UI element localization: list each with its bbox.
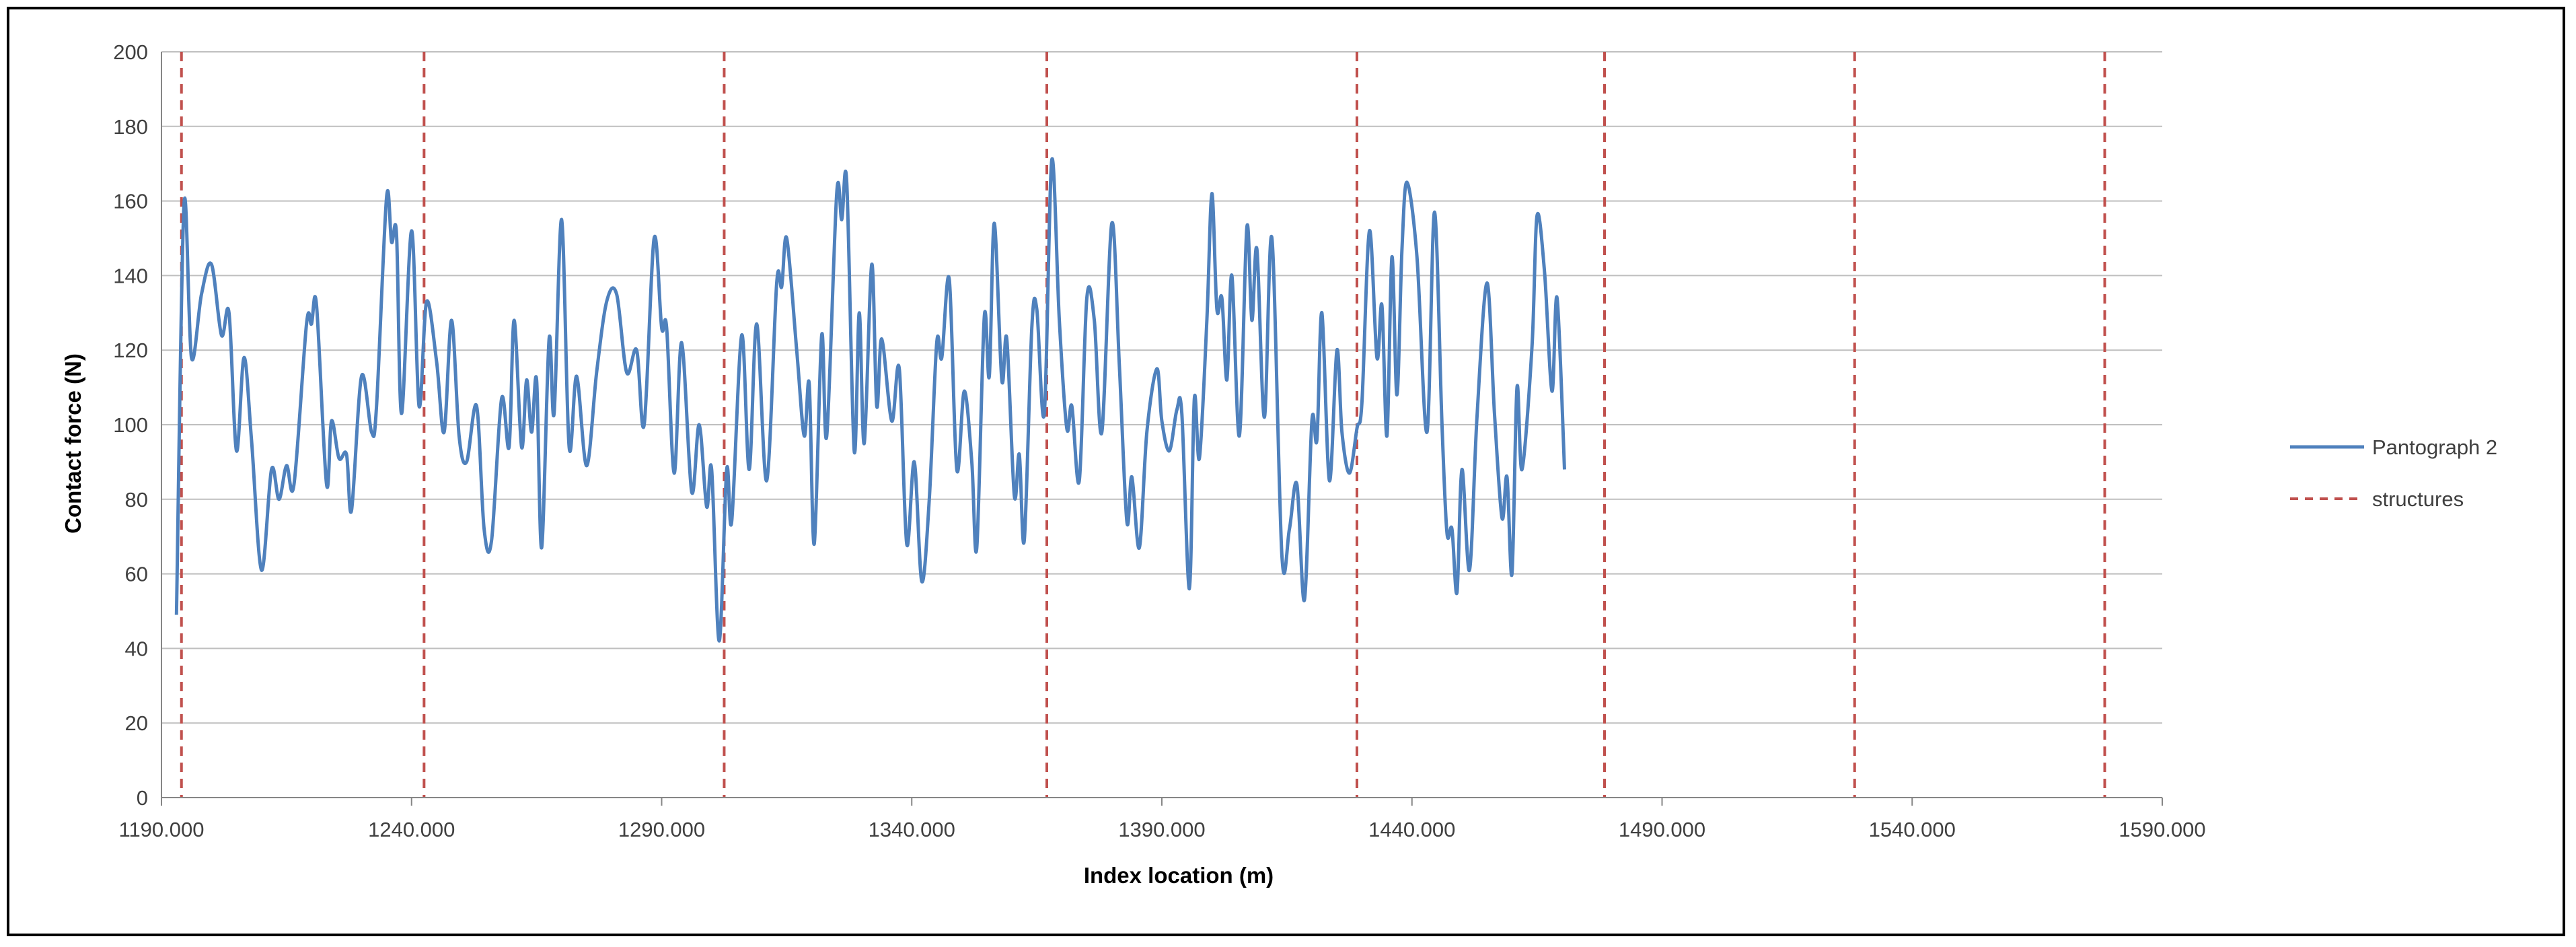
y-tick-label: 120 xyxy=(113,339,148,362)
y-tick-label: 100 xyxy=(113,413,148,437)
chart-frame: 0 20 40 60 80 100 120 140 160 180 200 1190.000 1240… xyxy=(7,7,2565,936)
x-tick-label: 1440.000 xyxy=(1368,818,1455,841)
x-axis-tick-labels: 1190.000 1240.000 1290.000 1340.000 1390.000… xyxy=(119,818,2206,841)
pantograph-series xyxy=(174,157,1566,643)
y-tick-label: 160 xyxy=(113,190,148,213)
x-tick-label: 1590.000 xyxy=(2119,818,2205,841)
x-tick-label: 1290.000 xyxy=(618,818,705,841)
legend-label-structures: structures xyxy=(2372,487,2464,511)
axes xyxy=(161,52,2163,806)
x-tick-label: 1490.000 xyxy=(1619,818,1705,841)
y-tick-label: 180 xyxy=(113,115,148,139)
legend-label-pantograph-2: Pantograph 2 xyxy=(2372,435,2497,459)
x-tick-label: 1390.000 xyxy=(1118,818,1205,841)
y-axis-tick-labels: 0 20 40 60 80 100 120 140 160 180 200 xyxy=(113,40,148,810)
y-tick-label: 200 xyxy=(113,40,148,64)
y-tick-label: 140 xyxy=(113,264,148,287)
y-tick-label: 40 xyxy=(125,637,148,660)
y-tick-label: 60 xyxy=(125,563,148,586)
pantograph-2-line xyxy=(174,157,1566,643)
x-tick-label: 1190.000 xyxy=(119,818,205,841)
gridlines xyxy=(161,51,2162,724)
contact-force-chart: 0 20 40 60 80 100 120 140 160 180 200 1190.000 1240… xyxy=(61,40,2497,888)
legend: Pantograph 2 structures xyxy=(2290,435,2497,511)
x-tick-label: 1340.000 xyxy=(869,818,955,841)
x-tick-label: 1540.000 xyxy=(1869,818,1956,841)
y-tick-label: 20 xyxy=(125,711,148,735)
x-axis-title: Index location (m) xyxy=(1084,863,1274,888)
x-tick-label: 1240.000 xyxy=(368,818,455,841)
y-axis-title: Contact force (N) xyxy=(61,353,85,534)
y-tick-label: 0 xyxy=(137,786,148,810)
y-tick-label: 80 xyxy=(125,488,148,512)
